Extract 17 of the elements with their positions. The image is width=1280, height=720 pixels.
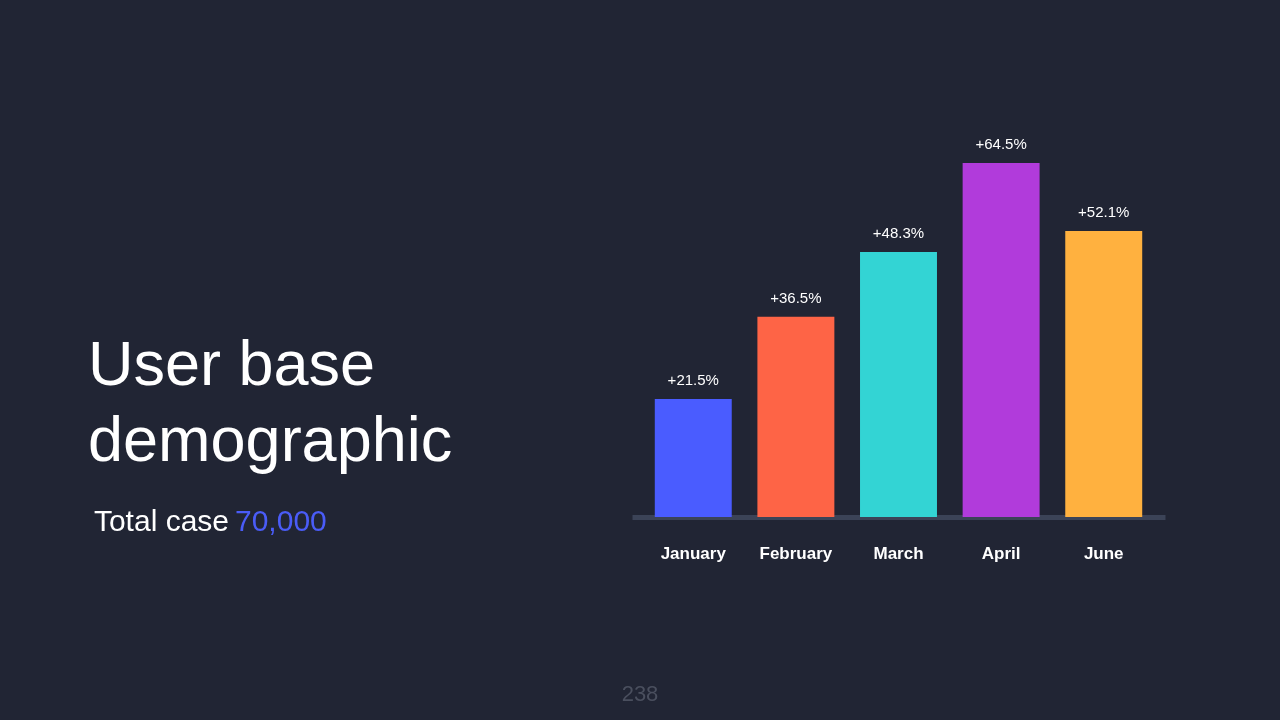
data-label: +64.5% xyxy=(975,135,1027,152)
bar xyxy=(962,163,1040,517)
data-label: +48.3% xyxy=(872,223,925,241)
x-tick-label: February xyxy=(759,543,833,563)
x-tick-label: June xyxy=(1083,543,1124,563)
text: Total case 70,000 xyxy=(93,504,327,537)
data-label: +36.5% xyxy=(770,288,822,306)
bar xyxy=(654,399,732,517)
x-tick-label: January xyxy=(660,543,727,563)
x-tick-label: March xyxy=(873,543,924,563)
data-label: +52.1% xyxy=(1078,203,1130,221)
text: User base demographic xyxy=(88,328,453,474)
bar xyxy=(1065,231,1143,517)
bar xyxy=(860,251,937,517)
x-tick-label: April xyxy=(981,543,1021,563)
bar xyxy=(757,316,835,517)
data-label: +21.5% xyxy=(667,371,719,388)
